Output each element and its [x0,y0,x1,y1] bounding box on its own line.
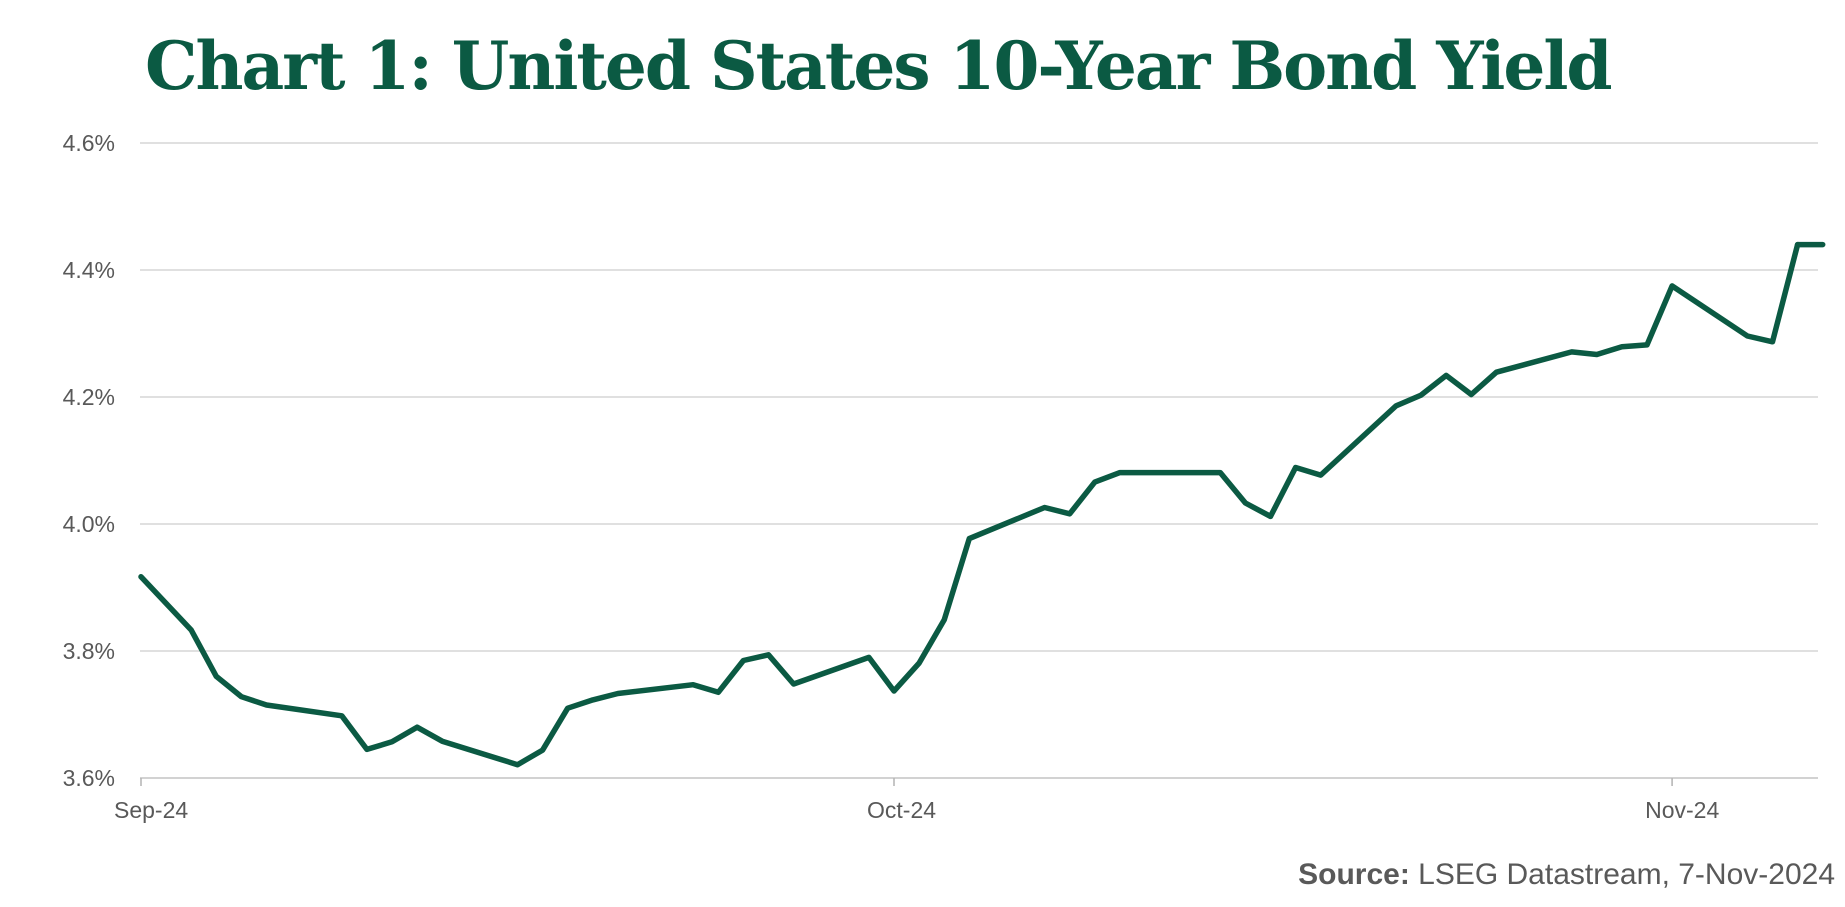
data-point [440,739,444,743]
data-point [591,698,595,702]
source-label: Source: [1298,858,1410,891]
x-tick-label: Oct-24 [867,797,936,823]
data-point [1143,470,1147,474]
data-point [791,682,795,686]
y-tick-label: 3.8% [63,638,115,664]
source-note: Source: LSEG Datastream, 7-Nov-2024 [1298,858,1835,892]
data-point [716,690,720,694]
y-tick-label: 4.4% [63,257,115,283]
data-point [691,683,695,687]
data-point [189,628,193,632]
data-point [540,748,544,752]
axes: 3.6% 3.8% 4.0% 4.2% 4.4% 4.6% Sep-24 Oct-24 Nov-… [63,130,1720,823]
series-layer [138,241,1826,768]
data-point [1444,373,1448,377]
data-point [1770,340,1774,344]
data-point [1595,352,1599,356]
data-point [139,575,143,579]
data-point [214,674,218,678]
data-point [1821,242,1825,246]
data-point [1293,465,1297,469]
data-point [917,661,921,665]
data-point [1494,370,1498,374]
chart-title: Chart 1: United States 10-Year Bond Yiel… [145,27,1613,105]
data-point [867,655,871,659]
data-point [390,740,394,744]
data-point [239,695,243,699]
data-point [1093,480,1097,484]
y-tick-label: 4.2% [63,384,115,410]
y-tick-label: 3.6% [63,765,115,791]
data-point [1068,512,1072,516]
data-point [1218,470,1222,474]
gridlines [140,142,1818,779]
data-point [1570,350,1574,354]
data-point [967,536,971,540]
source-text: LSEG Datastream, 7-Nov-2024 [1409,858,1835,891]
data-point [1419,393,1423,397]
data-point [1670,284,1674,288]
data-point [1394,404,1398,408]
data-point [741,658,745,662]
data-point [264,703,268,707]
data-point [1268,514,1272,518]
data-point [1118,470,1122,474]
data-point [892,689,896,693]
data-point [1745,334,1749,338]
data-point [365,747,369,751]
data-point [566,706,570,710]
data-point [1620,345,1624,349]
data-point [1469,392,1473,396]
data-point [415,725,419,729]
y-tick-label: 4.0% [63,511,115,537]
data-point [1243,501,1247,505]
data-point [340,714,344,718]
data-point [1319,473,1323,477]
y-tick-label: 4.6% [63,130,115,156]
data-point [1645,343,1649,347]
series-line-1 [138,241,1801,768]
data-point [1042,505,1046,509]
line-chart: 3.6% 3.8% 4.0% 4.2% 4.4% 4.6% Sep-24 Oct-24 Nov-… [63,130,1826,823]
x-tick-label: Sep-24 [114,797,188,823]
data-point [1795,242,1799,246]
data-point [766,653,770,657]
data-point [616,691,620,695]
data-point [942,618,946,622]
x-tick-label: Nov-24 [1645,797,1719,823]
data-point [515,763,519,767]
